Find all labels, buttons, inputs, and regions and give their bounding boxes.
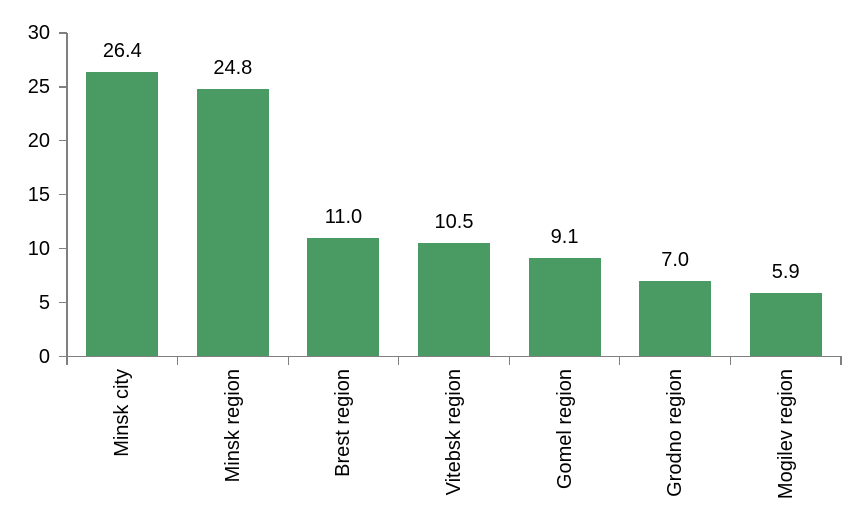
x-tick bbox=[729, 356, 732, 365]
bar-value-label: 7.0 bbox=[661, 249, 690, 272]
x-category-label: Grodno region bbox=[664, 369, 687, 497]
x-category-label: Mogilev region bbox=[774, 369, 797, 500]
y-tick bbox=[59, 301, 67, 304]
y-tick-label: 15 bbox=[27, 183, 50, 206]
x-category-label: Brest region bbox=[332, 369, 355, 477]
x-tick bbox=[287, 356, 289, 365]
y-tick-label: 0 bbox=[38, 345, 50, 368]
bar-minsk-region bbox=[196, 89, 269, 357]
x-tick bbox=[619, 356, 621, 365]
y-tick bbox=[59, 140, 67, 142]
x-axis-line bbox=[67, 355, 842, 358]
x-tick bbox=[840, 356, 842, 365]
y-tick bbox=[59, 248, 67, 250]
y-tick bbox=[59, 355, 67, 358]
bar-value-label: 5.9 bbox=[771, 260, 800, 283]
bar-value-label: 9.1 bbox=[550, 226, 579, 249]
bar-value-label: 26.4 bbox=[102, 39, 142, 62]
y-tick-label: 25 bbox=[27, 75, 50, 98]
y-tick-label: 30 bbox=[27, 22, 50, 44]
y-tick-label: 5 bbox=[38, 291, 50, 314]
bar-vitebsk-region bbox=[418, 243, 490, 357]
x-category-label: Minsk region bbox=[221, 369, 244, 483]
bar-value-label: 10.5 bbox=[434, 211, 474, 234]
x-category-label: Minsk city bbox=[111, 369, 134, 457]
y-tick bbox=[59, 32, 67, 34]
bar-mogilev-region bbox=[749, 292, 822, 357]
x-category-label: Gomel region bbox=[553, 369, 576, 490]
x-tick bbox=[176, 356, 179, 365]
y-tick bbox=[59, 86, 67, 88]
y-tick bbox=[59, 194, 67, 196]
bar-value-label: 24.8 bbox=[213, 57, 253, 80]
y-axis-line bbox=[66, 33, 68, 365]
y-tick-label: 20 bbox=[27, 129, 50, 152]
bar-minsk-city bbox=[86, 71, 159, 357]
bar-brest-region bbox=[307, 237, 380, 357]
y-tick-label: 10 bbox=[27, 237, 50, 260]
x-tick bbox=[508, 356, 510, 365]
bar-grodno-region bbox=[639, 281, 712, 357]
bar-value-label: 11.0 bbox=[324, 205, 363, 228]
x-category-label: Vitebsk region bbox=[443, 369, 465, 496]
x-tick bbox=[398, 356, 400, 365]
bar-gomel-region bbox=[528, 258, 601, 357]
x-tick bbox=[66, 356, 68, 365]
